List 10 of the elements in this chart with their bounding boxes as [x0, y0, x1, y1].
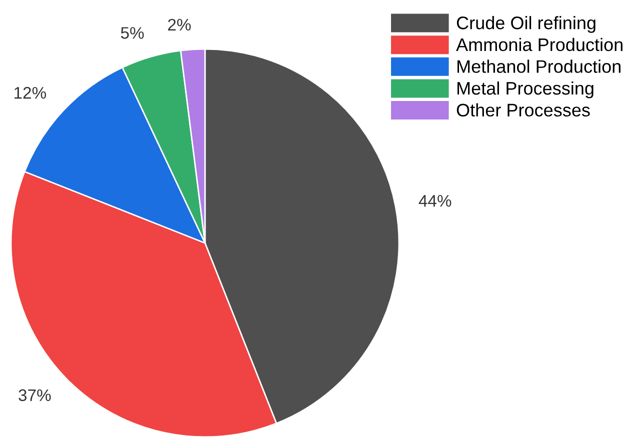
data-label: 5% [120, 27, 144, 39]
data-label: 2% [168, 18, 191, 31]
legend-label: Other Processes [456, 103, 590, 117]
data-label: 12% [14, 86, 46, 99]
data-label: 37% [18, 389, 51, 402]
legend-label: Metal Processing [458, 81, 594, 98]
legend-label: Crude Oil refining [456, 16, 596, 33]
data-label: 44% [418, 195, 452, 207]
legend-label: Ammonia Production [456, 38, 622, 52]
legend-label: Methanol Production [458, 60, 620, 73]
